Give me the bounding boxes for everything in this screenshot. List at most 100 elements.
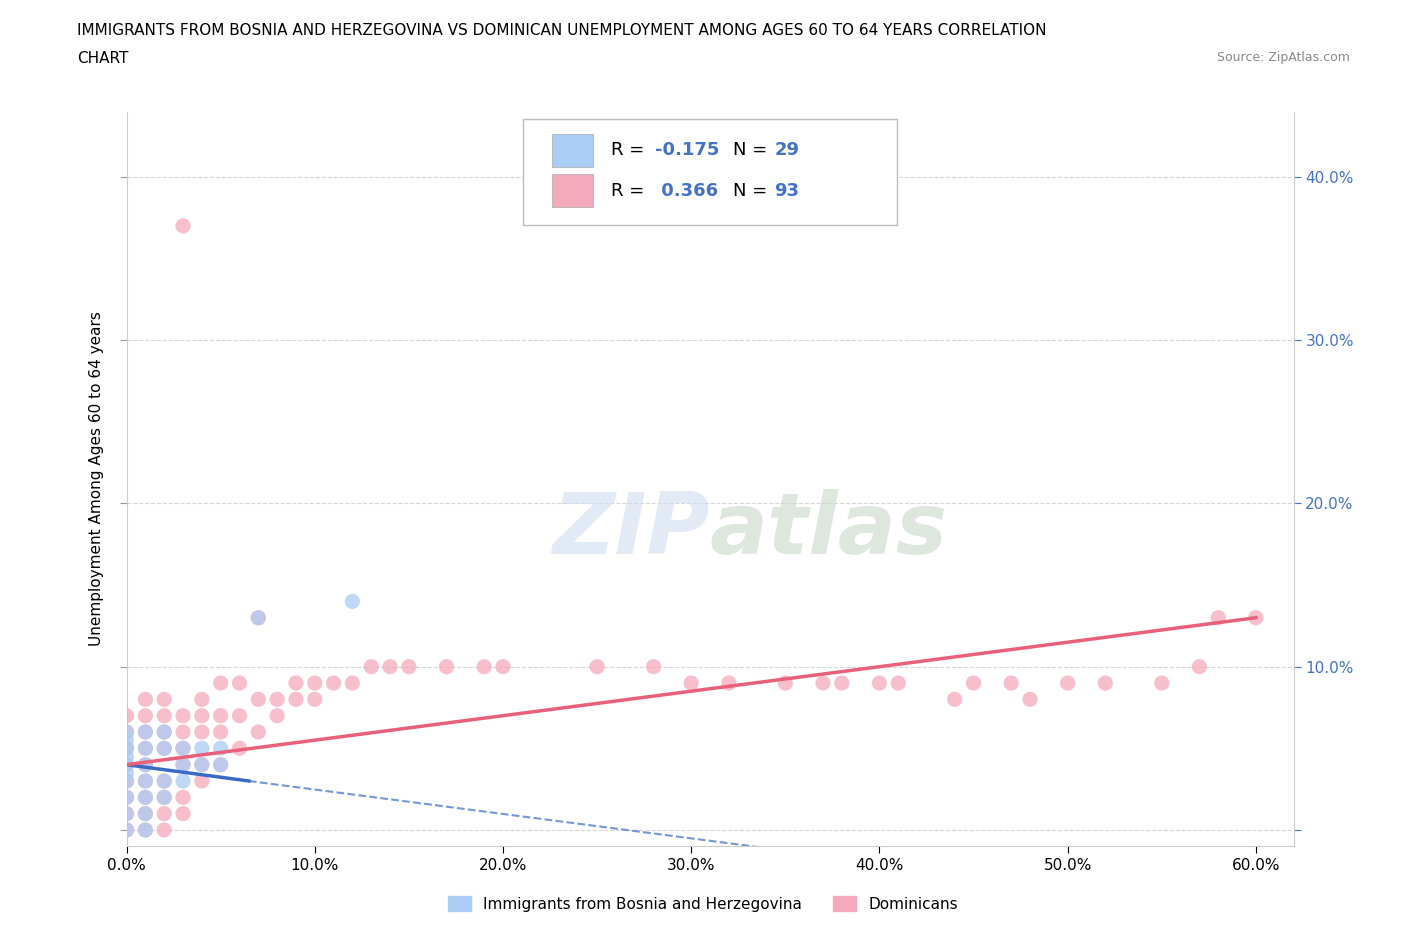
Point <box>134 822 156 837</box>
Text: N =: N = <box>734 181 773 200</box>
Point <box>191 692 214 707</box>
Point <box>115 724 138 739</box>
Text: ZIP: ZIP <box>553 489 710 572</box>
Point <box>134 822 156 837</box>
Point <box>304 692 326 707</box>
Point <box>322 675 344 690</box>
Point <box>115 757 138 772</box>
Point <box>172 724 194 739</box>
Point <box>962 675 984 690</box>
Text: R =: R = <box>610 141 650 159</box>
Point <box>115 790 138 804</box>
Point <box>134 757 156 772</box>
Point <box>172 219 194 233</box>
Point <box>586 659 609 674</box>
Point <box>191 774 214 789</box>
Point <box>1094 675 1116 690</box>
FancyBboxPatch shape <box>553 134 593 166</box>
Point <box>266 692 288 707</box>
Point <box>1000 675 1022 690</box>
Point <box>153 741 176 756</box>
Point <box>115 822 138 837</box>
Point <box>153 822 176 837</box>
Point <box>1150 675 1173 690</box>
Point <box>1188 659 1211 674</box>
Point <box>153 790 176 804</box>
FancyBboxPatch shape <box>553 174 593 207</box>
Point <box>360 659 382 674</box>
Point <box>172 757 194 772</box>
Text: N =: N = <box>734 141 773 159</box>
Point <box>1019 692 1042 707</box>
Point <box>209 741 232 756</box>
Point <box>378 659 401 674</box>
Point <box>228 709 250 724</box>
Text: -0.175: -0.175 <box>655 141 720 159</box>
Point <box>134 774 156 789</box>
Point <box>209 757 232 772</box>
FancyBboxPatch shape <box>523 119 897 225</box>
Point <box>1056 675 1078 690</box>
Text: 0.366: 0.366 <box>655 181 718 200</box>
Point <box>153 709 176 724</box>
Point <box>492 659 515 674</box>
Point <box>153 724 176 739</box>
Text: CHART: CHART <box>77 51 129 66</box>
Point <box>172 757 194 772</box>
Point <box>134 774 156 789</box>
Point <box>134 741 156 756</box>
Point <box>191 709 214 724</box>
Point <box>284 692 307 707</box>
Point <box>115 741 138 756</box>
Point <box>115 733 138 748</box>
Point <box>153 741 176 756</box>
Point <box>134 806 156 821</box>
Text: R =: R = <box>610 181 650 200</box>
Text: atlas: atlas <box>710 489 948 572</box>
Point <box>191 757 214 772</box>
Point <box>472 659 495 674</box>
Point <box>172 790 194 804</box>
Text: 93: 93 <box>775 181 799 200</box>
Point <box>134 790 156 804</box>
Point <box>191 741 214 756</box>
Point <box>115 757 138 772</box>
Text: IMMIGRANTS FROM BOSNIA AND HERZEGOVINA VS DOMINICAN UNEMPLOYMENT AMONG AGES 60 T: IMMIGRANTS FROM BOSNIA AND HERZEGOVINA V… <box>77 23 1047 38</box>
Point <box>115 774 138 789</box>
Point <box>134 692 156 707</box>
Point <box>153 692 176 707</box>
Point <box>209 709 232 724</box>
Point <box>247 610 270 625</box>
Point <box>191 724 214 739</box>
Point <box>115 822 138 837</box>
Point <box>115 774 138 789</box>
Point <box>134 790 156 804</box>
Point <box>153 724 176 739</box>
Point <box>775 675 797 690</box>
Point <box>191 757 214 772</box>
Point <box>209 757 232 772</box>
Point <box>115 749 138 764</box>
Point <box>134 757 156 772</box>
Point <box>134 741 156 756</box>
Point <box>811 675 834 690</box>
Point <box>115 765 138 780</box>
Point <box>153 774 176 789</box>
Point <box>172 806 194 821</box>
Point <box>134 724 156 739</box>
Point <box>209 724 232 739</box>
Point <box>1206 610 1229 625</box>
Point <box>266 709 288 724</box>
Point <box>115 806 138 821</box>
Text: Source: ZipAtlas.com: Source: ZipAtlas.com <box>1216 51 1350 64</box>
Point <box>436 659 458 674</box>
Point <box>342 594 364 609</box>
Point <box>717 675 740 690</box>
Point <box>153 774 176 789</box>
Text: 29: 29 <box>775 141 799 159</box>
Point <box>247 610 270 625</box>
Point <box>153 806 176 821</box>
Point <box>134 724 156 739</box>
Point <box>115 741 138 756</box>
Point <box>868 675 890 690</box>
